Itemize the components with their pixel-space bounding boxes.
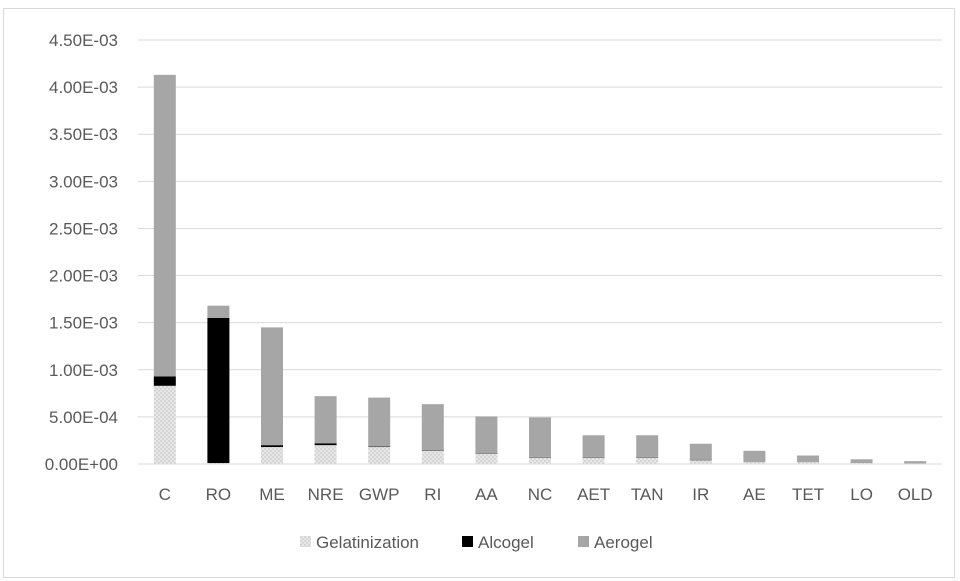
bar-segment-aerogel [475,416,498,454]
legend-label: Alcogel [478,533,534,552]
bar-segment-gelatinization [368,447,391,464]
bar-segment-gelatinization [689,460,712,464]
x-tick-label: AA [475,485,498,504]
bar-segment-gelatinization [207,463,230,464]
bar-segment-aerogel [421,404,444,451]
x-tick-label: OLD [898,485,933,504]
y-tick-label: 1.00E-03 [49,361,118,380]
y-tick-label: 3.00E-03 [49,172,118,191]
bar-segment-aerogel [904,461,927,464]
bar-segment-gelatinization [850,463,873,464]
bar-segment-gelatinization [314,445,337,464]
x-axis-tick-labels: C RO ME NRE GWP RI AA NC AET TAN IR AE TET LO OLD [159,485,933,504]
bar-segment-gelatinization [636,457,659,464]
x-tick-label: RO [206,485,232,504]
x-tick-label: NRE [308,485,344,504]
y-tick-label: 4.50E-03 [49,31,118,50]
bar-segment-gelatinization [797,462,819,464]
bar-segment-gelatinization [529,457,551,464]
y-tick-label: 1.50E-03 [49,314,118,333]
bars [153,74,927,464]
bar-segment-gelatinization [743,462,766,464]
x-tick-label: LO [850,485,873,504]
y-tick-label: 3.50E-03 [49,125,118,144]
legend-swatch [462,536,473,547]
bar-segment-alcogel [207,317,230,464]
bar-segment-alcogel [261,445,283,448]
legend-swatch [300,536,311,547]
x-tick-label: IR [692,485,709,504]
gridlines [138,39,942,465]
bar-segment-aerogel [368,397,391,447]
bar-segment-gelatinization [153,385,176,464]
bar-segment-alcogel [314,443,337,446]
x-tick-label: ME [259,485,285,504]
legend-label: Gelatinization [316,533,419,552]
bar-segment-aerogel [261,327,283,446]
bar-segment-alcogel [153,376,176,386]
x-tick-label: TAN [631,485,664,504]
bar-segment-aerogel [743,450,766,463]
bar-segment-aerogel [689,443,712,460]
x-tick-label: NC [528,485,553,504]
x-tick-label: C [159,485,171,504]
x-tick-label: GWP [359,485,400,504]
x-tick-label: AE [743,485,766,504]
bar-segment-aerogel [797,455,819,463]
y-tick-label: 4.00E-03 [49,78,118,97]
bar-segment-gelatinization [582,457,605,464]
bar-segment-aerogel [636,435,659,457]
y-tick-label: 2.00E-03 [49,267,118,286]
bar-segment-aerogel [207,305,230,318]
x-tick-label: RI [424,485,441,504]
y-tick-label: 2.50E-03 [49,219,118,238]
legend: Gelatinization Alcogel Aerogel [300,533,653,552]
legend-label: Aerogel [594,533,653,552]
y-axis-tick-labels: 0.00E+00 5.00E-04 1.00E-03 1.50E-03 2.00E-03… [45,31,118,474]
bar-segment-gelatinization [475,453,498,464]
y-tick-label: 0.00E+00 [45,455,118,474]
legend-swatch [578,536,589,547]
bar-segment-aerogel [153,74,176,377]
y-tick-label: 5.00E-04 [49,408,118,427]
bar-segment-aerogel [529,417,551,457]
bar-segment-gelatinization [261,447,283,464]
bar-segment-aerogel [582,435,605,457]
bar-segment-aerogel [850,459,873,464]
x-tick-label: AET [577,485,610,504]
bar-segment-aerogel [314,396,337,444]
bar-segment-gelatinization [421,450,444,464]
x-tick-label: TET [792,485,824,504]
